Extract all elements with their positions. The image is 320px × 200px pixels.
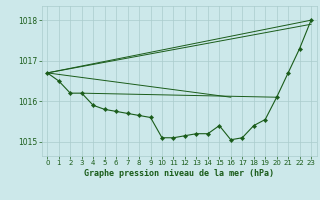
X-axis label: Graphe pression niveau de la mer (hPa): Graphe pression niveau de la mer (hPa) xyxy=(84,169,274,178)
